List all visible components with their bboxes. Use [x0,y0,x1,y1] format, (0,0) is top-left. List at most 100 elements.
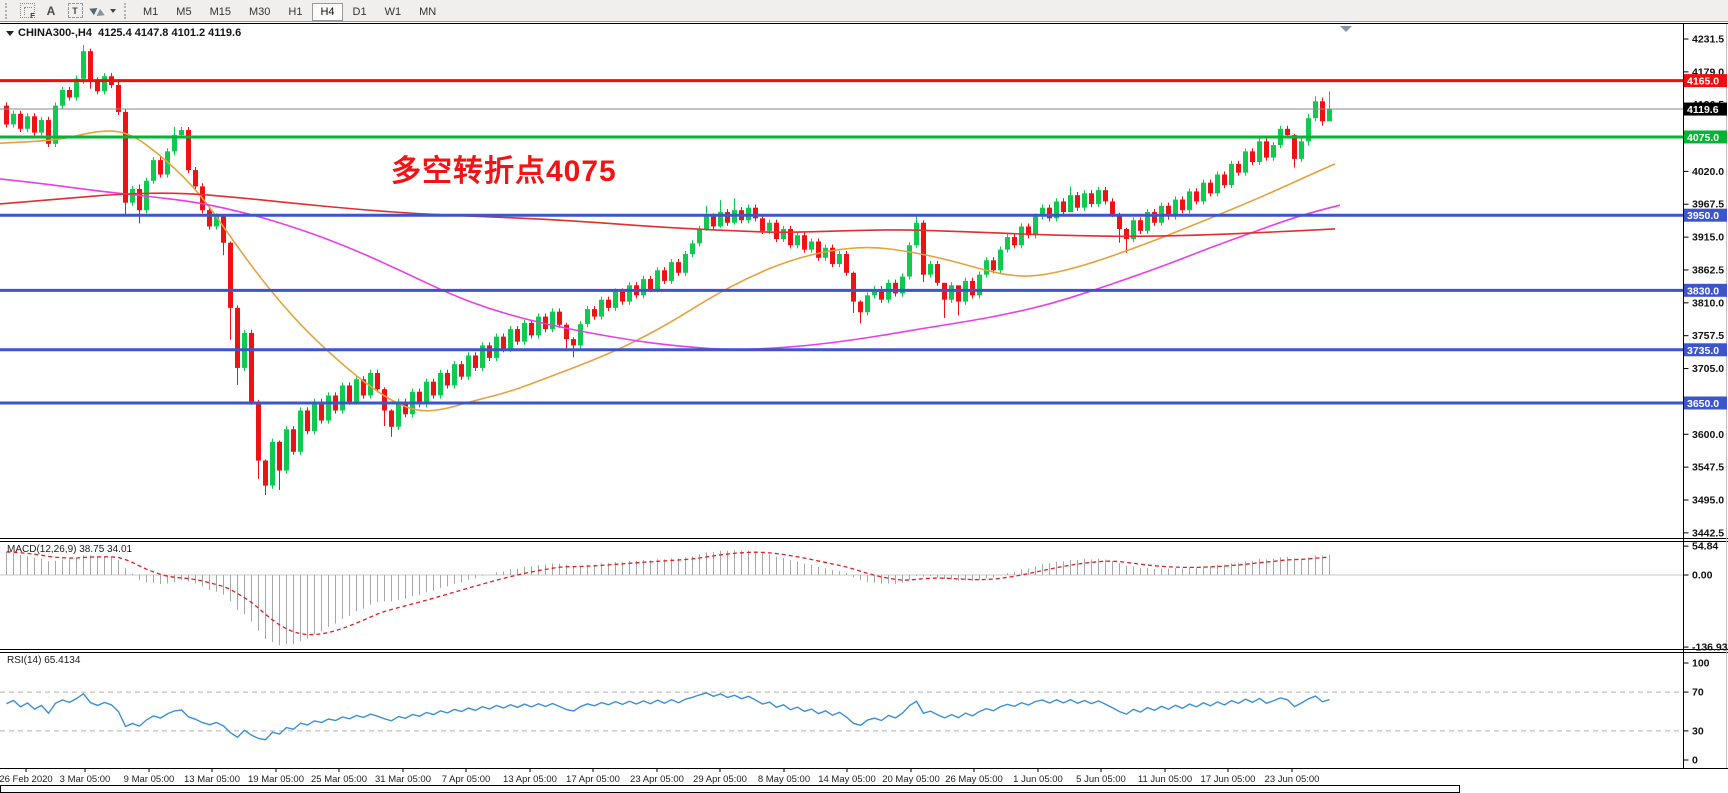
svg-text:4020.0: 4020.0 [1692,166,1724,178]
horizontal-scrollbar[interactable] [0,784,1728,793]
scrollbar-thumb[interactable] [0,785,1460,793]
time-label: 13 Apr 05:00 [503,774,557,784]
horizontal-lines-layer [0,79,1683,405]
tf-button-M30[interactable]: M30 [248,5,271,18]
time-label: 17 Jun 05:00 [1201,774,1256,784]
time-label: 1 Jun 05:00 [1013,774,1063,784]
svg-text:30: 30 [1692,725,1704,737]
svg-text:4231.5: 4231.5 [1692,34,1724,46]
tf-button-M1[interactable]: M1 [143,5,159,18]
svg-text:3650.0: 3650.0 [1687,398,1719,410]
label-a-icon[interactable]: A [42,2,60,20]
time-label: 23 Apr 05:00 [630,774,684,784]
svg-text:3442.5: 3442.5 [1692,527,1724,539]
ma-slow-red [0,192,1336,238]
rsi-indicator-label: RSI(14) 65.4134 [7,655,81,666]
chart-canvas[interactable]: 4231.54179.04126.54020.03967.53915.03862… [0,22,1728,784]
ma-fast-orange [0,130,1336,412]
svg-text:54.84: 54.84 [1692,541,1718,553]
tf-button-H4[interactable]: H4 [312,2,343,21]
price-tag-4165.0 [1684,74,1727,88]
time-label: 23 Jun 05:00 [1265,774,1320,784]
dropdown-caret-icon [110,8,116,13]
toolbar-grip[interactable] [5,2,10,19]
chart-title: CHINA300-,H4 4125.4 4147.8 4101.2 4119.6 [6,27,241,39]
time-axis[interactable]: 26 Feb 2020 3 Mar 05:00 9 Mar 05:00 13 Mar … [0,768,1320,785]
svg-text:100: 100 [1692,658,1710,670]
time-label: 9 Mar 05:00 [124,774,175,784]
price-tag-4075.0 [1684,130,1727,144]
svg-text:3495.0: 3495.0 [1692,495,1724,507]
time-label: 14 May 05:00 [818,774,876,784]
tf-button-H1[interactable]: H1 [288,5,303,18]
chart-title-text: CHINA300-,H4 4125.4 4147.8 4101.2 4119.6 [18,27,242,39]
price-tag-3735.0 [1684,343,1727,357]
rsi-axis[interactable]: 100 70 30 0 [1683,658,1710,767]
grid-glyph: F [19,3,35,20]
price-tag-3650.0 [1684,396,1727,410]
time-label: 26 Feb 2020 [0,774,53,784]
svg-text:3705.0: 3705.0 [1692,363,1724,375]
tf-button-M15[interactable]: M15 [209,5,231,18]
svg-text:3757.5: 3757.5 [1692,330,1724,342]
time-label: 29 Apr 05:00 [693,774,747,784]
toolbar: F A T M1 M5 M15 M30 H1 H4 D1 W1 MN [0,0,1728,22]
svg-text:4075.0: 4075.0 [1687,132,1719,144]
svg-text:3830.0: 3830.0 [1687,285,1719,297]
objects-arrow-icon[interactable] [89,2,116,20]
macd-indicator-label: MACD(12,26,9) 38.75 34.01 [7,544,133,555]
dotted-grid-f-icon[interactable]: F [18,2,36,20]
macd-axis[interactable]: 54.84 0.00 -136.93 [1683,541,1728,654]
tf-button-MN[interactable]: MN [419,5,437,18]
svg-text:4119.6: 4119.6 [1687,104,1719,116]
timeframe-group: M1 M5 M15 M30 H1 H4 D1 W1 MN [134,2,445,21]
svg-text:3547.5: 3547.5 [1692,462,1724,474]
time-label: 17 Apr 05:00 [566,774,620,784]
svg-text:0.00: 0.00 [1692,570,1713,582]
svg-text:3862.5: 3862.5 [1692,264,1724,276]
panel-frames [0,23,1728,769]
a-glyph: A [46,3,56,18]
price-tag-3830.0 [1684,283,1727,297]
price-tag-3950.0 [1684,208,1727,222]
time-label: 3 Mar 05:00 [60,774,111,784]
chart-shift-marker-icon[interactable] [1340,26,1352,32]
tf-button-M5[interactable]: M5 [176,5,192,18]
rsi-line [6,692,1330,741]
macd-panel[interactable] [0,550,1683,646]
tf-button-W1[interactable]: W1 [384,5,402,18]
price-axis[interactable]: 4231.54179.04126.54020.03967.53915.03862… [1683,34,1728,540]
svg-text:3967.5: 3967.5 [1692,199,1724,211]
svg-text:3915.0: 3915.0 [1692,232,1724,244]
price-tag-4119.6 [1684,102,1727,116]
time-label: 13 Mar 05:00 [184,774,240,784]
time-label: 11 Jun 05:00 [1138,774,1192,784]
svg-text:4165.0: 4165.0 [1687,76,1719,88]
candles-layer [4,44,1332,495]
svg-text:3600.0: 3600.0 [1692,429,1724,441]
macd-signal-line [6,551,1330,636]
svg-text:70: 70 [1692,687,1704,699]
svg-text:0: 0 [1692,755,1698,767]
t-glyph: T [67,3,83,18]
time-label: 25 Mar 05:00 [311,774,367,784]
time-label: 26 May 05:00 [945,774,1003,784]
time-label: 20 May 05:00 [882,774,940,784]
time-label: 5 Jun 05:00 [1076,774,1126,784]
tf-button-D1[interactable]: D1 [352,5,367,18]
toolbar-grip-2[interactable] [124,2,129,19]
svg-text:-136.93: -136.93 [1692,642,1728,654]
symbol-collapse-icon[interactable] [6,30,14,36]
time-label: 31 Mar 05:00 [375,774,431,784]
svg-text:3735.0: 3735.0 [1687,345,1719,357]
text-tool-icon[interactable]: T [66,2,84,20]
rsi-panel[interactable] [0,691,1683,741]
time-label: 8 May 05:00 [758,774,810,784]
svg-text:3810.0: 3810.0 [1692,297,1724,309]
chart-annotation-text[interactable]: 多空转折点4075 [391,155,617,188]
svg-text:3950.0: 3950.0 [1687,210,1719,222]
time-label: 7 Apr 05:00 [442,774,491,784]
time-label: 19 Mar 05:00 [248,774,304,784]
